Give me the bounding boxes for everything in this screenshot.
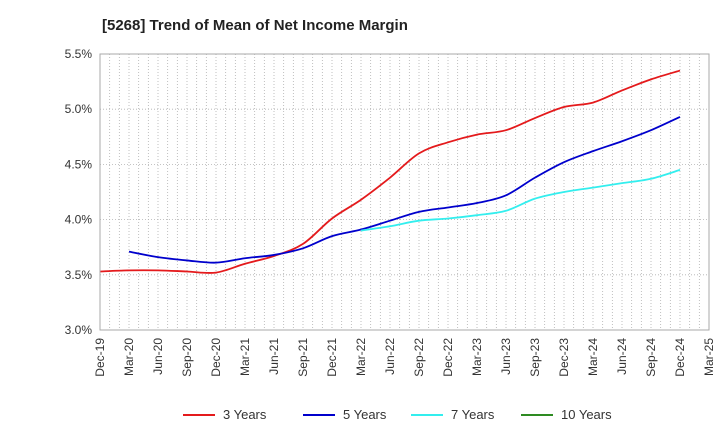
grid-layer: [100, 53, 709, 331]
x-tick-label: Dec-24: [673, 338, 687, 377]
legend: 3 Years 5 Years 7 Years 10 Years: [183, 407, 612, 422]
legend-label: 10 Years: [561, 407, 612, 422]
x-tick-label: Mar-24: [586, 338, 600, 376]
x-tick-label: Dec-19: [93, 338, 107, 377]
series-line-2: [128, 116, 681, 264]
x-tick-label: Sep-21: [296, 338, 310, 377]
chart-title: [5268] Trend of Mean of Net Income Margi…: [102, 17, 408, 34]
series-layer: [99, 69, 681, 274]
series-line-1: [99, 69, 681, 274]
y-axis-ticks: 3.0% 3.5% 4.0% 4.5% 5.0% 5.5%: [65, 47, 93, 337]
y-tick-label: 3.0%: [65, 323, 93, 337]
x-tick-label: Jun-23: [499, 338, 513, 375]
x-tick-label: Jun-20: [151, 338, 165, 375]
plot-frame: [99, 53, 710, 331]
x-tick-label: Jun-24: [615, 338, 629, 375]
x-tick-label: Dec-20: [209, 338, 223, 377]
x-tick-label: Dec-23: [557, 338, 571, 377]
x-tick-label: Sep-24: [644, 338, 658, 377]
y-tick-label: 5.5%: [65, 47, 93, 61]
x-tick-label: Dec-21: [325, 338, 339, 377]
y-tick-label: 4.5%: [65, 157, 93, 171]
y-tick-label: 5.0%: [65, 102, 93, 116]
x-tick-label: Jun-21: [267, 338, 281, 375]
legend-label: 7 Years: [451, 407, 495, 422]
x-tick-label: Mar-21: [238, 338, 252, 376]
x-tick-label: Mar-20: [122, 338, 136, 376]
x-tick-label: Mar-22: [354, 338, 368, 376]
y-tick-label: 4.0%: [65, 213, 93, 227]
x-axis-ticks: Dec-19 Mar-20 Jun-20 Sep-20 Dec-20 Mar-21 Jun-…: [93, 338, 716, 377]
x-tick-label: Dec-22: [441, 338, 455, 377]
x-tick-label: Sep-20: [180, 338, 194, 377]
legend-label: 3 Years: [223, 407, 267, 422]
x-tick-label: Sep-22: [412, 338, 426, 377]
legend-label: 5 Years: [343, 407, 387, 422]
x-tick-label: Mar-25: [702, 338, 716, 376]
x-tick-label: Jun-22: [383, 338, 397, 375]
x-tick-label: Mar-23: [470, 338, 484, 376]
y-tick-label: 3.5%: [65, 268, 93, 282]
series-line-3: [360, 169, 681, 232]
x-tick-label: Sep-23: [528, 338, 542, 377]
